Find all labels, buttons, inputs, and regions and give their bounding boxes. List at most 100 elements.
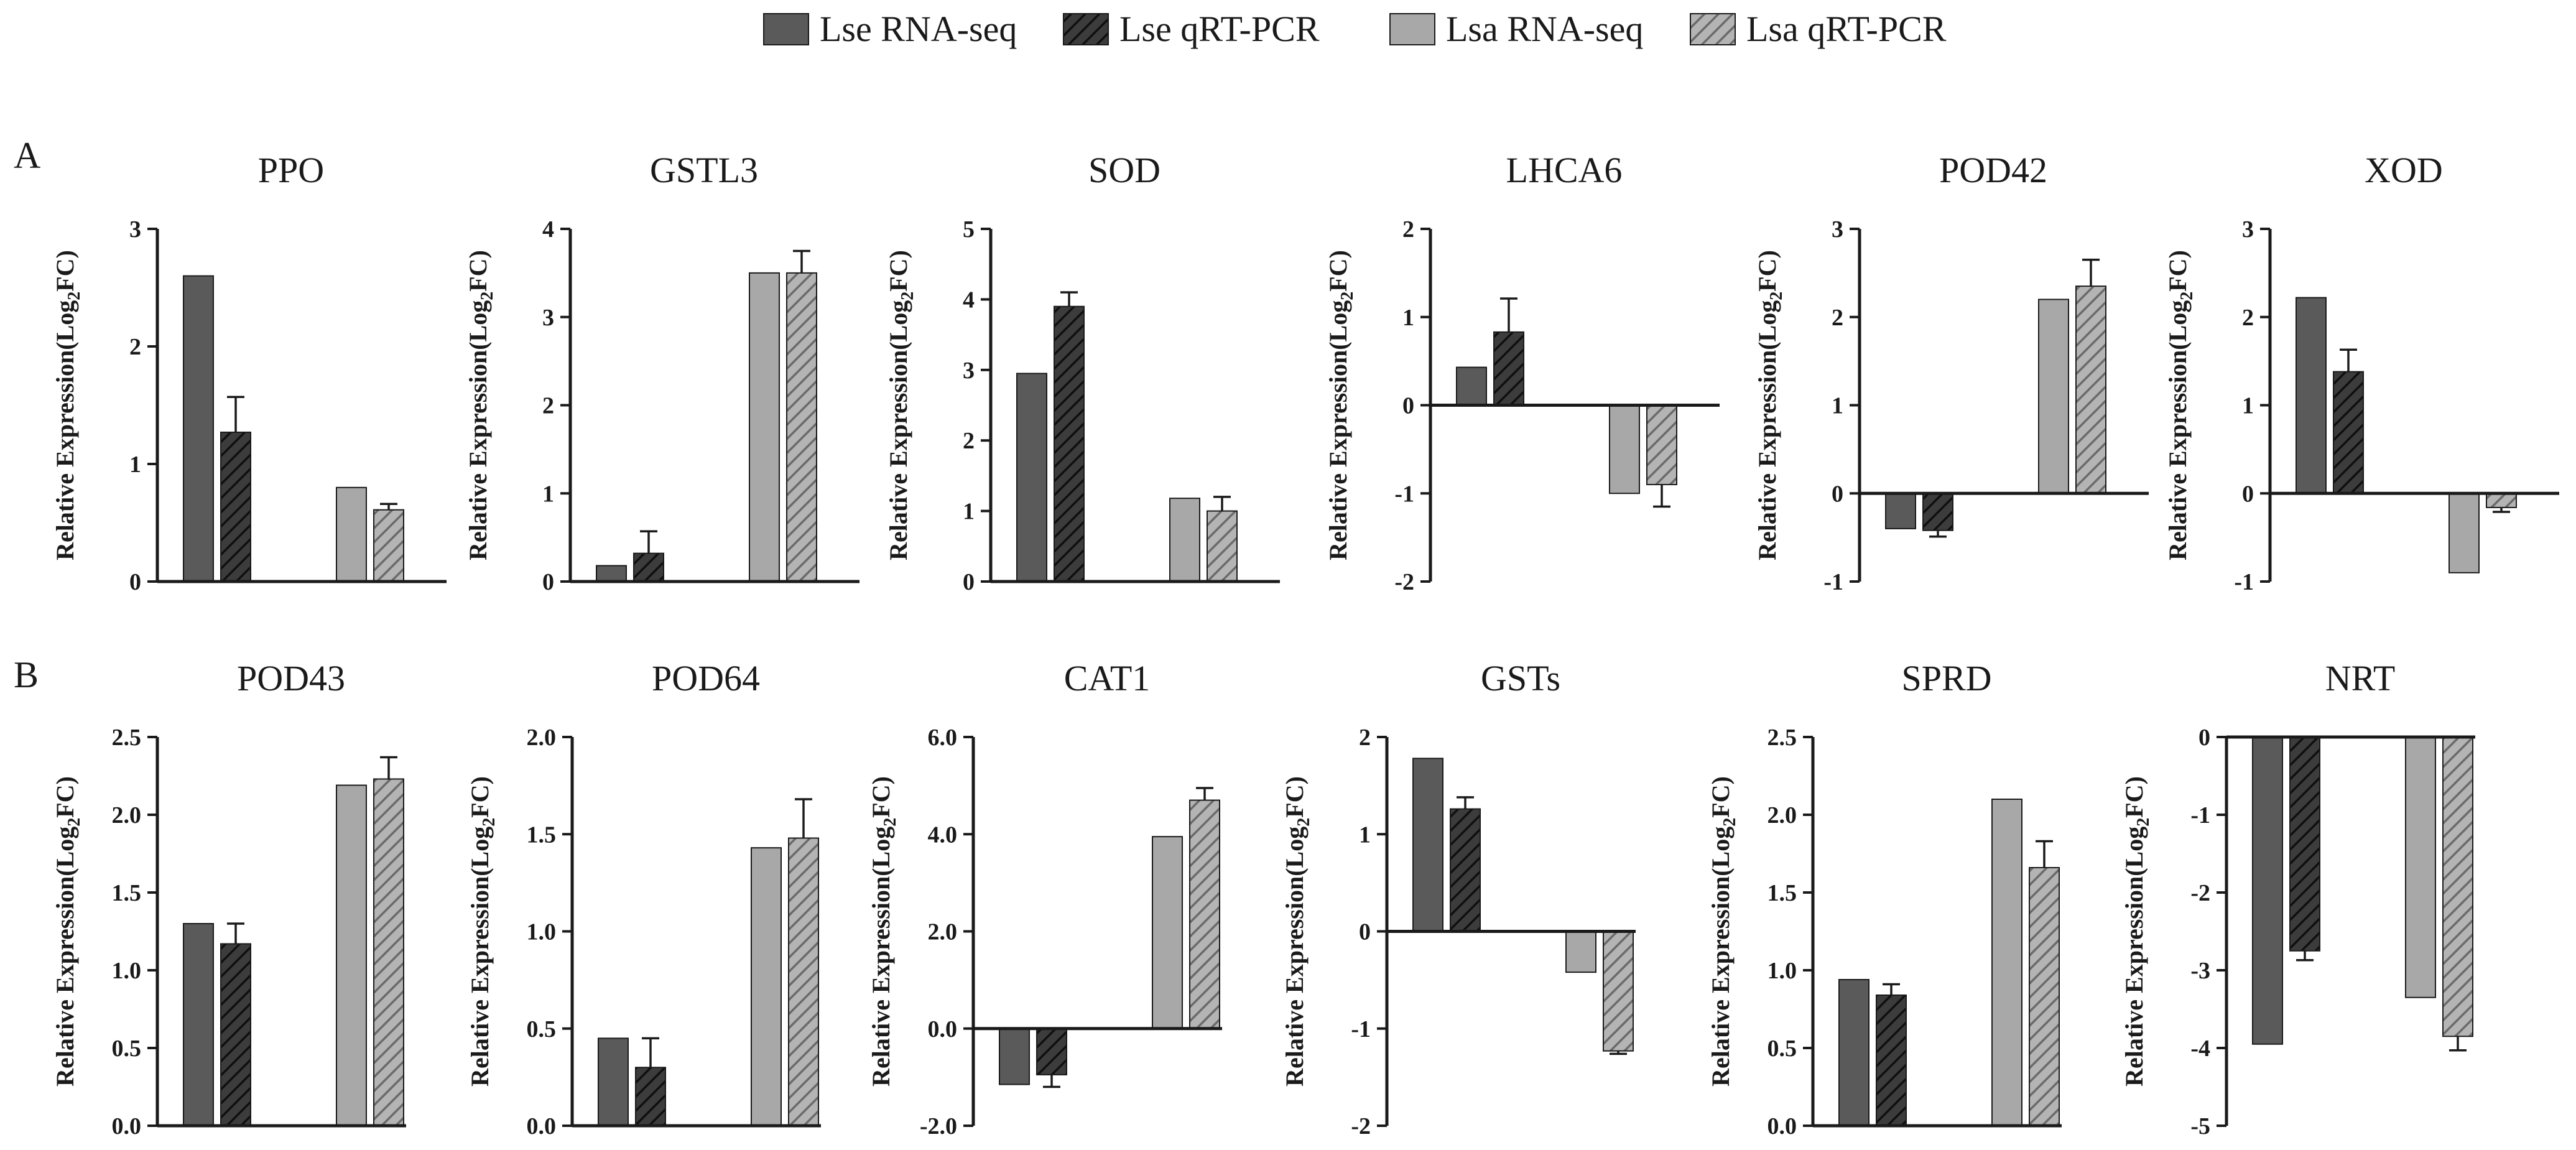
bar-lsa-qrt-pcr (2486, 493, 2517, 508)
y-tick-label: 0.5 (527, 1016, 557, 1042)
y-axis-label: Relative Expression(Log2FC) (466, 776, 499, 1087)
bar-lsa-qrt-pcr (2442, 736, 2473, 1037)
y-tick-label: 2 (1832, 305, 1843, 331)
y-tick-label: 3 (963, 358, 975, 384)
y-tick-label: 6.0 (928, 725, 958, 751)
y-tick-label: 2.5 (112, 725, 142, 751)
y-tick-label: 1 (1402, 305, 1414, 331)
bar-lse-qrt-pcr (1036, 1027, 1067, 1075)
panel-label-a: A (14, 135, 40, 176)
y-axis-label: Relative Expression(Log2FC) (1324, 250, 1357, 560)
bar-lse-rna-seq (1838, 979, 1869, 1126)
bar-lsa-qrt-pcr (1603, 930, 1634, 1052)
bar-lse-rna-seq (1016, 373, 1047, 582)
bar-lse-qrt-pcr (2289, 736, 2320, 952)
error-bar-lsa-qrt-pcr (2493, 507, 2510, 513)
y-tick-label: -4 (2190, 1036, 2210, 1062)
y-tick-label: 0 (542, 569, 554, 595)
error-bar-lsa-qrt-pcr (1213, 496, 1231, 511)
error-bar-lse-qrt-pcr (2296, 950, 2314, 962)
chart-title: LHCA6 (1506, 150, 1623, 190)
bar-lse-rna-seq (596, 565, 627, 582)
bar-lse-rna-seq (999, 1027, 1030, 1085)
y-tick-label: 0.5 (1768, 1036, 1797, 1062)
legend-swatch-lsa-rna-seq (1389, 13, 1435, 45)
bar-lse-qrt-pcr (1493, 331, 1524, 406)
y-tick-label: 1.5 (112, 880, 142, 906)
y-tick-label: 3 (1832, 216, 1843, 243)
y-tick-label: -2 (1394, 569, 1414, 595)
y-tick-label: 0 (1832, 481, 1843, 507)
y-axis-label: Relative Expression(Log2FC) (867, 776, 900, 1087)
error-bar-lsa-qrt-pcr (1196, 787, 1213, 800)
bar-lsa-rna-seq (336, 784, 367, 1126)
y-tick-label: 2 (963, 428, 975, 454)
y-tick-label: -3 (2190, 958, 2210, 984)
bar-lse-rna-seq (183, 923, 214, 1126)
bar-lsa-rna-seq (2038, 299, 2069, 494)
bar-lse-rna-seq (1885, 493, 1916, 529)
bar-lse-rna-seq (183, 275, 214, 582)
error-bar-lsa-qrt-pcr (2082, 258, 2100, 287)
y-tick-label: 3 (542, 305, 554, 331)
chart-xod: XOD Relative Expression(Log2FC) -1 0 1 2 3 (2164, 150, 2559, 595)
error-bar-lsa-qrt-pcr (1610, 1050, 1627, 1055)
bar-lse-rna-seq (2296, 297, 2327, 494)
y-tick-label: -5 (2190, 1113, 2210, 1139)
y-axis-label: Relative Expression(Log2FC) (51, 776, 84, 1087)
bar-lsa-qrt-pcr (1646, 404, 1677, 486)
bar-lse-rna-seq (598, 1037, 629, 1126)
bar-lsa-rna-seq (1169, 498, 1200, 582)
bar-lsa-qrt-pcr (788, 837, 819, 1126)
bar-lsa-qrt-pcr (1189, 799, 1220, 1029)
chart-lhca6: LHCA6 Relative Expression(Log2FC) -2 -1 0 1 2 (1324, 150, 1720, 595)
legend-swatch-lse-qrt-pcr (1063, 13, 1109, 45)
bar-lse-qrt-pcr (635, 1067, 666, 1126)
bar-lsa-rna-seq (1609, 404, 1640, 494)
y-tick-label: 2 (129, 334, 141, 360)
bar-lsa-rna-seq (2449, 493, 2480, 573)
y-tick-label: 2.0 (112, 802, 142, 828)
bar-lse-qrt-pcr (1450, 808, 1481, 932)
y-tick-label: 1 (963, 499, 975, 525)
bar-lse-qrt-pcr (220, 943, 251, 1126)
error-bar-lsa-qrt-pcr (2036, 840, 2053, 868)
chart-pod42: POD42 Relative Expression(Log2FC) -1 0 1 2 3 (1753, 150, 2149, 595)
bar-lsa-rna-seq (751, 847, 782, 1126)
chart-title: CAT1 (1064, 658, 1151, 698)
y-tick-label: 5 (963, 216, 975, 243)
y-tick-label: -1 (1823, 569, 1843, 595)
bar-lsa-rna-seq (2405, 736, 2436, 998)
legend-label-lsa-rna-seq: Lsa RNA-seq (1446, 9, 1643, 49)
chart-ppo: PPO Relative Expression(Log2FC) 0 1 2 3 (51, 150, 447, 595)
bar-lsa-rna-seq (1565, 930, 1596, 973)
y-tick-label: -1 (1394, 481, 1414, 507)
chart-title: NRT (2325, 658, 2396, 698)
y-tick-label: 2.0 (928, 919, 958, 945)
bar-lse-qrt-pcr (1054, 305, 1085, 582)
bar-lsa-qrt-pcr (373, 509, 404, 583)
chart-pod43: POD43 Relative Expression(Log2FC) 0.0 0.5 1.… (51, 658, 406, 1139)
chart-pod64: POD64 Relative Expression(Log2FC) 0.0 0.5 1.… (466, 658, 821, 1139)
y-tick-label: -2 (1351, 1113, 1371, 1139)
legend-swatch-lse-rna-seq (763, 13, 809, 45)
legend-swatch-lsa-qrt-pcr (1690, 13, 1736, 45)
y-tick-label: 2.0 (527, 725, 557, 751)
bar-lse-qrt-pcr (2333, 371, 2364, 494)
error-bar-lse-qrt-pcr (1929, 530, 1947, 538)
bar-lse-qrt-pcr (633, 552, 664, 583)
y-tick-label: 0.0 (1768, 1113, 1797, 1139)
error-bar-lse-qrt-pcr (642, 1037, 659, 1068)
y-tick-label: 0 (1359, 919, 1371, 945)
bar-lsa-rna-seq (1991, 799, 2022, 1126)
error-bar-lse-qrt-pcr (227, 922, 244, 944)
legend-label-lsa-qrt-pcr: Lsa qRT-PCR (1746, 9, 1947, 49)
error-bar-lse-qrt-pcr (1883, 983, 1900, 995)
y-tick-label: 2.0 (1768, 802, 1797, 828)
error-bar-lsa-qrt-pcr (380, 756, 397, 779)
legend: Lse RNA-seq Lse qRT-PCR Lsa RNA-seq Lsa qRT… (763, 9, 1947, 49)
chart-gstl3: GSTL3 Relative Expression(Log2FC) 0 1 2 3 4 (464, 150, 859, 595)
legend-label-lse-qrt-pcr: Lse qRT-PCR (1119, 9, 1320, 49)
panel-labels: A B (14, 135, 40, 695)
